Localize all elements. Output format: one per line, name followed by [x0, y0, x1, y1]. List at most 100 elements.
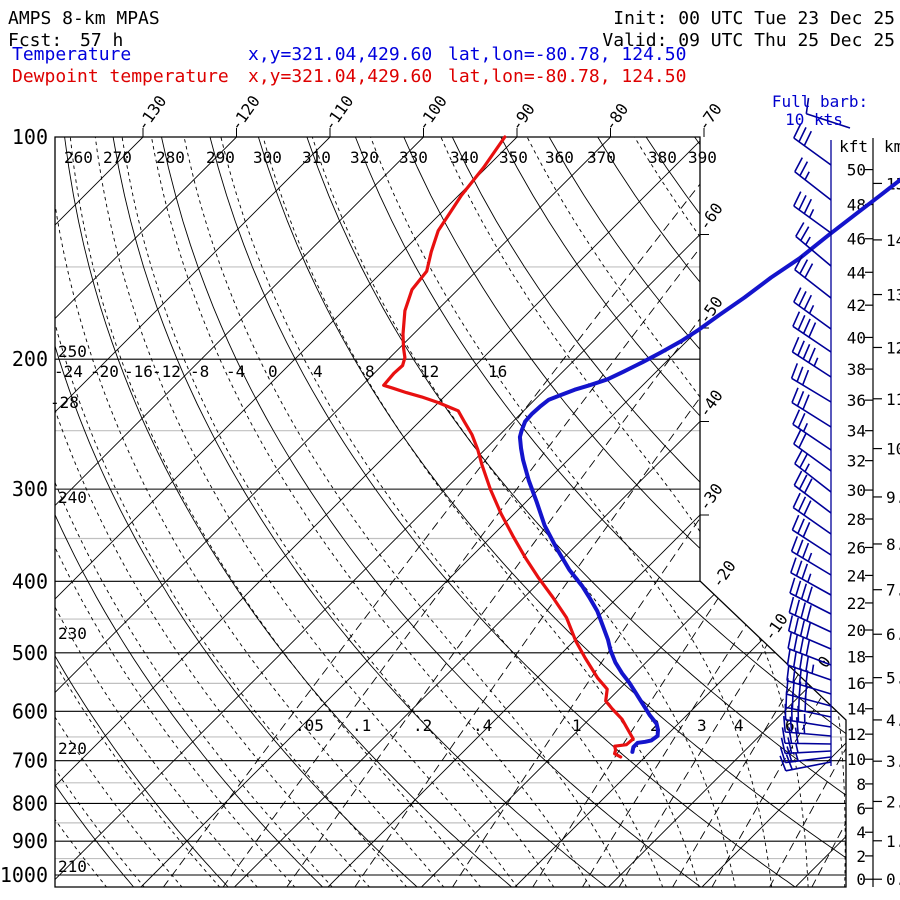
moist-adiabat-label: -24 [54, 362, 83, 381]
mixing-ratio-label: 3 [697, 716, 707, 735]
dry-adiabat-label: 280 [156, 148, 185, 167]
mixing-ratio-label: 6 [785, 716, 795, 735]
pressure-tick-label: 700 [12, 749, 48, 773]
kft-tick-label: 38 [847, 360, 866, 379]
dewpoint-legend-label: Dewpoint temperature [12, 66, 229, 87]
mixing-ratio-label: 2 [650, 716, 660, 735]
dry-adiabat-label: 370 [587, 148, 616, 167]
pressure-tick-label: 600 [12, 699, 48, 723]
dry-adiabat-label: 240 [58, 488, 87, 507]
model-title: AMPS 8-km MPAS [8, 8, 160, 29]
km-tick-label: 4. [886, 711, 900, 730]
temperature-legend-label: Temperature [12, 44, 131, 65]
moist-adiabat-label: -28 [50, 393, 79, 412]
isotherm-label-top: -120 [226, 92, 264, 134]
mixing-ratio-label: .1 [352, 716, 371, 735]
km-tick-label: 6. [886, 625, 900, 644]
mixing-ratio-label: .2 [413, 716, 432, 735]
kft-tick-label: 30 [847, 481, 866, 500]
kft-tick-label: 22 [847, 594, 866, 613]
kft-tick-label: 24 [847, 566, 866, 585]
moist-adiabat-label: 8 [365, 362, 375, 381]
mixing-ratio-label: .05 [295, 716, 324, 735]
km-tick-label: 14. [886, 231, 900, 250]
isotherm-label-diagonal: -10 [760, 610, 792, 645]
dry-adiabat-label: 210 [58, 857, 87, 876]
km-tick-label: 0. [886, 870, 900, 889]
pressure-tick-label: 300 [12, 477, 48, 501]
pressure-tick-label: 200 [12, 347, 48, 371]
moist-adiabat-label: 12 [420, 362, 439, 381]
kft-tick-label: 26 [847, 538, 866, 557]
kft-tick-label: 12 [847, 725, 866, 744]
dry-adiabat-label: 260 [64, 148, 93, 167]
moist-adiabat-label: -8 [190, 362, 209, 381]
moist-adiabat-label: -16 [124, 362, 153, 381]
kft-tick-label: 8 [856, 775, 866, 794]
moist-adiabat-label: -4 [226, 362, 245, 381]
kft-tick-label: 6 [856, 799, 866, 818]
km-tick-label: 9. [886, 488, 900, 507]
init-time: Init: 00 UTC Tue 23 Dec 25 [613, 8, 895, 29]
dry-adiabat-label: 230 [58, 624, 87, 643]
km-tick-label: 11. [886, 390, 900, 409]
barb-legend-line2: 10 kts [785, 110, 843, 129]
height-axes: kft km 024681012141618202224262830323436… [839, 137, 900, 889]
dry-adiabat-label: 220 [58, 739, 87, 758]
kft-tick-label: 40 [847, 328, 866, 347]
isotherm-label-top: -110 [320, 92, 358, 134]
pressure-tick-label: 100 [12, 125, 48, 149]
kft-tick-label: 0 [856, 870, 866, 889]
isotherm-label-top: -80 [600, 100, 632, 135]
pressure-tick-label: 900 [12, 829, 48, 853]
trace-legend: Temperature x,y=321.04,429.60 lat,lon=-8… [12, 44, 686, 87]
km-tick-label: 3. [886, 752, 900, 771]
forecast-hours: 57 h [80, 30, 123, 51]
km-tick-label: 1. [886, 832, 900, 851]
isotherm-label-top: -90 [507, 100, 539, 135]
km-tick-label: 7. [886, 581, 900, 600]
kft-tick-label: 4 [856, 823, 866, 842]
dry-adiabat-label: 380 [648, 148, 677, 167]
dry-adiabat-label: 270 [103, 148, 132, 167]
pressure-tick-label: 400 [12, 569, 48, 593]
moist-adiabat-label: -12 [152, 362, 181, 381]
km-axis-label: km [884, 137, 900, 156]
moist-adiabat-label: 4 [313, 362, 323, 381]
skewt-grid [55, 137, 846, 887]
moist-adiabat-label: 0 [268, 362, 278, 381]
temperature-grid-xy: x,y=321.04,429.60 [248, 44, 432, 65]
header: AMPS 8-km MPAS Fcst: 57 h Init: 00 UTC T… [8, 8, 895, 51]
wind-barb-column [779, 97, 851, 772]
dewpoint-trace [517, 177, 900, 754]
mixing-ratio-label: 4 [734, 716, 744, 735]
km-tick-label: 8. [886, 535, 900, 554]
kft-tick-label: 10 [847, 750, 866, 769]
isotherm-label-top: -130 [133, 92, 171, 134]
pressure-tick-label: 500 [12, 641, 48, 665]
barb-legend: Full barb: 10 kts [772, 92, 868, 129]
dewpoint-grid-xy: x,y=321.04,429.60 [248, 66, 432, 87]
mixing-ratio-label: .4 [473, 716, 492, 735]
dry-adiabat-label: 300 [253, 148, 282, 167]
dry-adiabat-label: 290 [206, 148, 235, 167]
kft-tick-label: 18 [847, 648, 866, 667]
km-tick-label: 5. [886, 669, 900, 688]
kft-tick-label: 32 [847, 452, 866, 471]
kft-tick-label: 28 [847, 510, 866, 529]
kft-axis-label: kft [839, 137, 868, 156]
kft-tick-label: 2 [856, 847, 866, 866]
dry-adiabat-label: 310 [302, 148, 331, 167]
kft-tick-label: 44 [847, 263, 866, 282]
km-tick-label: 12. [886, 338, 900, 357]
moist-adiabat-label: 16 [488, 362, 507, 381]
pressure-tick-label: 1000 [0, 863, 48, 887]
dry-adiabat-label: 390 [688, 148, 717, 167]
isotherm-label-diagonal: -20 [708, 557, 740, 592]
isotherm-label-top: -100 [413, 92, 451, 134]
km-tick-label: 10. [886, 440, 900, 459]
chart-frame [54, 128, 847, 888]
kft-tick-label: 46 [847, 230, 866, 249]
